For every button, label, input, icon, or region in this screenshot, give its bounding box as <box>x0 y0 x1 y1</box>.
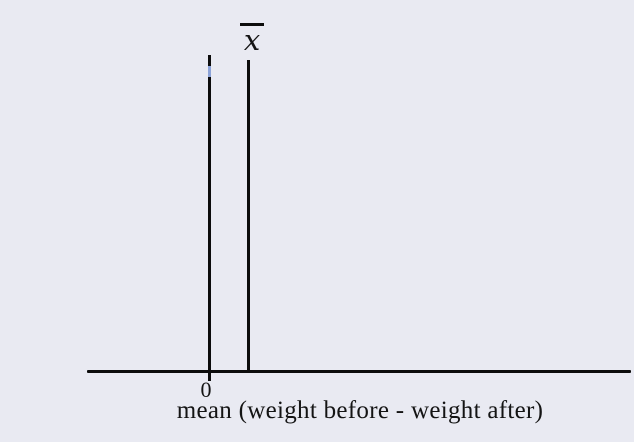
x-axis-line <box>87 370 631 373</box>
zero-tick-label: 0 <box>200 377 212 402</box>
x-axis-caption: mean (weight before - weight after) <box>176 397 544 424</box>
sample-mean-line <box>247 60 250 371</box>
overline-mark <box>240 23 264 26</box>
highlight-mark <box>207 66 211 77</box>
sample-mean-label: x <box>240 22 264 57</box>
zero-reference-line <box>208 55 211 381</box>
sample-mean-symbol: x <box>243 22 261 57</box>
